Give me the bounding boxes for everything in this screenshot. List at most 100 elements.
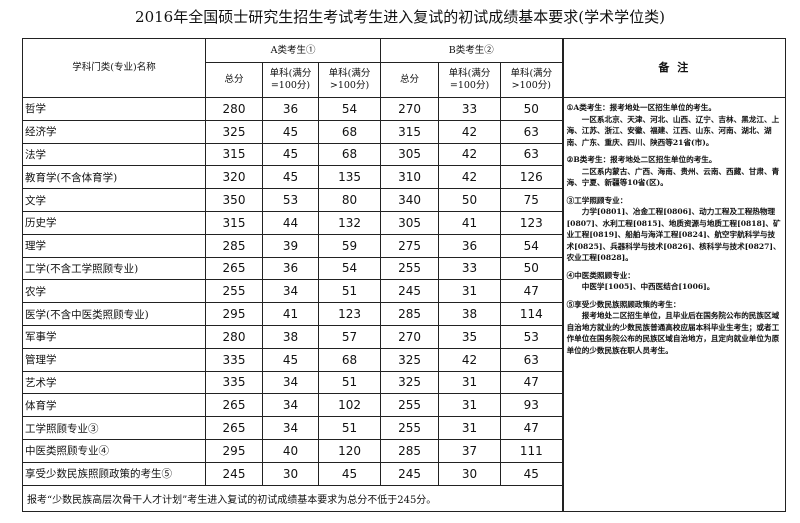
score-cell: 31 [438, 370, 502, 395]
note-title: ④中医类照顾专业： [566, 270, 635, 280]
score-cell: 270 [380, 97, 440, 121]
note-title: ①A类考生：报考地处一区招生单位的考生。 [566, 103, 716, 112]
subject-name: 经济学 [22, 119, 206, 144]
score-cell: 325 [380, 347, 440, 372]
note-body: 报考地处二区招生单位，且毕业后在国务院公布的民族区域自治地方就业的少数民族普通高… [566, 311, 780, 355]
score-cell: 120 [317, 438, 382, 463]
table-row: 体育学 265 34 102 255 31 93 [22, 393, 786, 418]
score-cell: 31 [438, 279, 502, 304]
score-cell: 42 [438, 142, 502, 167]
score-cell: 255 [205, 279, 263, 304]
score-cell: 51 [317, 370, 382, 395]
subject-name: 工学(不含工学照顾专业) [22, 256, 206, 281]
score-cell: 123 [317, 302, 382, 326]
score-cell: 255 [380, 416, 440, 440]
score-cell: 41 [438, 210, 502, 235]
score-cell: 75 [500, 188, 564, 212]
score-cell: 45 [317, 461, 382, 486]
subject-name: 工学照顾专业③ [22, 416, 206, 440]
score-cell: 305 [380, 142, 440, 167]
score-cell: 45 [262, 119, 319, 144]
score-cell: 335 [205, 370, 263, 395]
score-cell: 325 [380, 370, 440, 395]
score-cell: 34 [262, 393, 319, 418]
score-cell: 245 [380, 461, 440, 486]
score-cell: 265 [205, 393, 263, 418]
score-cell: 34 [262, 370, 319, 395]
score-cell: 335 [205, 347, 263, 372]
score-cell: 315 [205, 142, 263, 167]
score-cell: 255 [380, 393, 440, 418]
score-cell: 135 [317, 165, 382, 190]
score-cell: 39 [262, 233, 319, 258]
score-cell: 285 [380, 438, 440, 463]
score-cell: 68 [317, 347, 382, 372]
score-cell: 280 [205, 324, 263, 349]
score-cell: 30 [262, 461, 319, 486]
score-cell: 295 [205, 302, 263, 326]
score-cell: 111 [500, 438, 564, 463]
header-single-over: 单科(满分>100分) [317, 62, 382, 98]
score-cell: 315 [380, 119, 440, 144]
score-cell: 38 [262, 324, 319, 349]
score-cell: 34 [262, 279, 319, 304]
score-cell: 126 [500, 165, 564, 190]
score-cell: 33 [438, 256, 502, 281]
score-cell: 51 [317, 416, 382, 440]
score-cell: 42 [438, 119, 502, 144]
score-cell: 50 [500, 256, 564, 281]
score-cell: 38 [438, 302, 502, 326]
score-cell: 31 [438, 416, 502, 440]
notes-cell: ①A类考生：报考地处一区招生单位的考生。一区系北京、天津、河北、山西、辽宁、吉林… [561, 97, 787, 512]
score-cell: 285 [380, 302, 440, 326]
score-cell: 30 [438, 461, 502, 486]
score-cell: 34 [262, 416, 319, 440]
score-cell: 37 [438, 438, 502, 463]
score-cell: 102 [317, 393, 382, 418]
score-cell: 245 [380, 279, 440, 304]
score-cell: 270 [380, 324, 440, 349]
score-cell: 50 [438, 188, 502, 212]
subject-name: 医学(不含中医类照顾专业) [22, 302, 206, 326]
score-cell: 31 [438, 393, 502, 418]
note-body: 中医学[1005]、中西医结合[1006]。 [581, 282, 715, 291]
note-body: 一区系北京、天津、河北、山西、辽宁、吉林、黑龙江、上海、江苏、浙江、安徽、福建、… [566, 114, 780, 147]
table-body: 哲学 280 36 54 270 33 50 ①A类考生：报考地处一区招生单位的考生。 一区系北… [21, 97, 787, 512]
score-cell: 305 [380, 210, 440, 235]
subject-name: 文学 [22, 188, 206, 212]
table-row: 哲学 280 36 54 270 33 50 ①A类考生：报考地处一区招生单位的考生。 一区系北… [22, 97, 787, 512]
score-cell: 255 [380, 256, 440, 281]
score-cell: 45 [500, 461, 564, 486]
score-cell: 54 [317, 256, 382, 281]
score-cell: 36 [438, 233, 502, 258]
note-title: ②B类考生：报考地处二区招生单位的考生。 [566, 155, 717, 164]
score-cell: 35 [438, 324, 502, 349]
subject-name: 理学 [22, 233, 206, 258]
score-cell: 114 [500, 302, 564, 326]
table-row: 工学照顾专业③ 265 34 51 255 31 47 [22, 416, 786, 440]
subject-name: 艺术学 [22, 370, 206, 395]
subject-name: 管理学 [22, 347, 206, 372]
subject-name: 教育学(不含体育学) [22, 165, 206, 190]
note-title: ③工学照顾专业： [566, 195, 628, 205]
subject-name: 体育学 [22, 393, 206, 418]
score-cell: 280 [205, 97, 263, 121]
score-cell: 40 [262, 438, 319, 463]
score-cell: 45 [262, 165, 319, 190]
title: 2016年全国硕士研究生招生考试考生进入复试的初试成绩基本要求(学术学位类) [135, 8, 665, 26]
note: ⑤享受少数民族照顾政策的考生： 报考地处二区招生单位，且毕业后在国务院公布的民族区… [567, 299, 783, 357]
score-cell: 41 [262, 302, 319, 326]
score-cell: 320 [205, 165, 263, 190]
table-row: 文学 350 53 80 340 50 75 [22, 188, 786, 212]
table-row: 经济学 325 45 68 315 42 63 [22, 119, 786, 144]
score-cell: 80 [317, 188, 382, 212]
subject-name: 历史学 [22, 210, 206, 235]
score-cell: 63 [500, 119, 564, 144]
header-remark: 备 注 [561, 38, 787, 98]
note: ①A类考生：报考地处一区招生单位的考生。一区系北京、天津、河北、山西、辽宁、吉林… [567, 102, 783, 148]
score-cell: 68 [317, 142, 382, 167]
table-row: 管理学 335 45 68 325 42 63 [22, 347, 786, 372]
score-cell: 275 [380, 233, 440, 258]
score-cell: 265 [205, 256, 263, 281]
score-cell: 36 [262, 97, 319, 121]
